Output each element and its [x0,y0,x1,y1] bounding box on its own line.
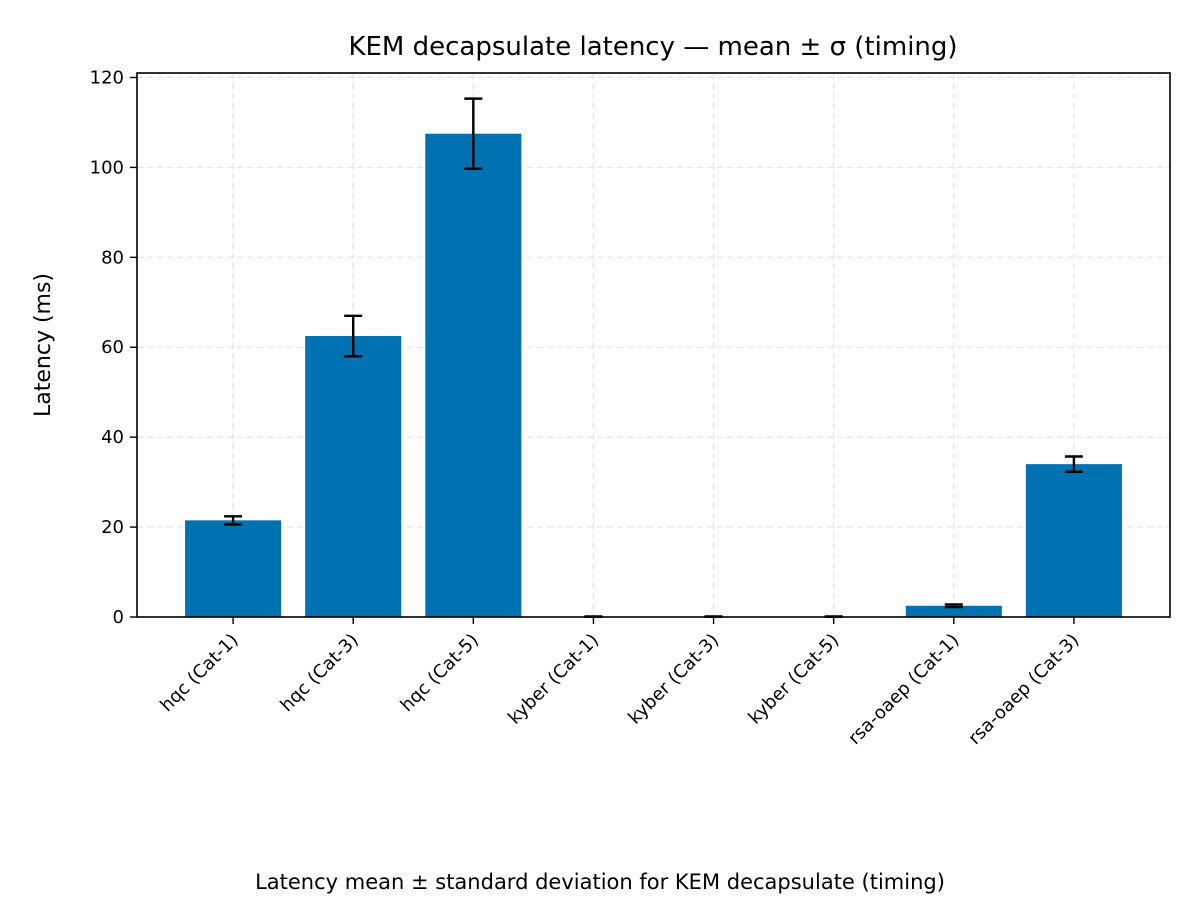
y-tick-label: 120 [90,67,124,88]
bar [905,605,1002,617]
y-tick-label: 80 [101,247,124,268]
x-tick-label: hqc (Cat-5) [397,630,483,716]
x-tick-label: kyber (Cat-3) [624,630,723,729]
y-tick-label: 100 [90,157,124,178]
chart-title: KEM decapsulate latency — mean ± σ (timi… [348,32,957,62]
x-tick-label: kyber (Cat-1) [504,630,603,729]
bar [185,520,282,617]
x-axis: hqc (Cat-1) hqc (Cat-3) hqc (Cat-5) kyber (… [156,617,1083,749]
x-tick-label: hqc (Cat-3) [276,630,362,716]
y-tick-label: 40 [101,427,124,448]
chart-caption: Latency mean ± standard deviation for KE… [255,870,945,894]
y-tick-label: 0 [113,607,124,628]
grid [137,73,1170,618]
x-tick-label: hqc (Cat-1) [156,630,242,716]
y-axis-label: Latency (ms) [31,273,56,417]
x-tick-label: rsa-oaep (Cat-1) [844,630,963,749]
y-axis: 0 20 40 60 80 100 120 [90,67,137,628]
x-tick-label: kyber (Cat-5) [744,630,843,729]
y-tick-label: 60 [101,337,124,358]
bar [1025,464,1122,617]
x-tick-label: rsa-oaep (Cat-3) [964,630,1083,749]
bar [425,133,522,617]
bar [305,336,402,617]
y-tick-label: 20 [101,517,124,538]
bars [185,133,1122,617]
plot-frame [136,72,1171,618]
